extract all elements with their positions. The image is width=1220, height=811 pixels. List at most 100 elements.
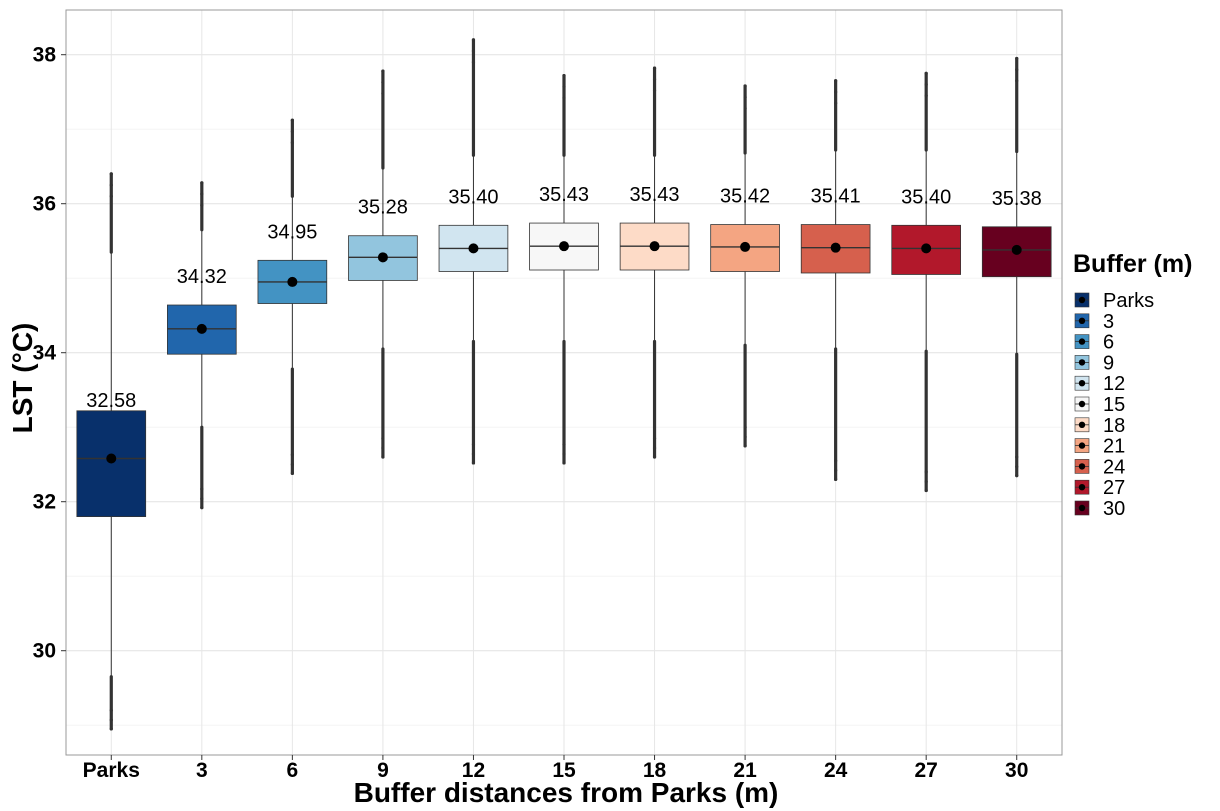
legend-item-15: 15 bbox=[1074, 394, 1125, 416]
x-tick-label: 24 bbox=[824, 759, 848, 782]
outlier-point bbox=[381, 455, 385, 459]
outlier-point bbox=[381, 69, 385, 73]
x-tick-label: Parks bbox=[83, 759, 140, 782]
legend-label: 3 bbox=[1103, 311, 1114, 333]
outlier-point bbox=[471, 461, 476, 465]
mean-label: 32.58 bbox=[86, 390, 136, 412]
mean-point bbox=[1011, 244, 1022, 255]
mean-point bbox=[559, 241, 569, 252]
legend-dot bbox=[1078, 504, 1086, 512]
x-tick-label: 21 bbox=[733, 759, 757, 782]
outlier-point bbox=[109, 183, 113, 187]
legend-item-9: 9 bbox=[1074, 352, 1114, 374]
outlier-point bbox=[924, 488, 928, 493]
legend-label: Parks bbox=[1103, 290, 1154, 312]
outlier-point bbox=[1015, 68, 1019, 72]
outlier-point bbox=[924, 71, 928, 75]
outlier-point bbox=[834, 101, 838, 105]
outlier-point bbox=[381, 436, 385, 440]
legend-label: 9 bbox=[1103, 352, 1114, 374]
y-tick-label: 36 bbox=[33, 193, 56, 216]
outlier-point bbox=[924, 470, 928, 474]
x-tick-label: 30 bbox=[1005, 759, 1028, 782]
outlier-point bbox=[743, 84, 747, 88]
y-tick-label: 32 bbox=[33, 491, 56, 514]
outlier-point bbox=[290, 129, 294, 134]
x-tick-label: 3 bbox=[196, 759, 208, 782]
mean-point bbox=[740, 241, 751, 252]
legend-item-6: 6 bbox=[1074, 332, 1114, 354]
outlier-point bbox=[109, 718, 113, 722]
mean-point bbox=[196, 323, 207, 334]
legend-label: 21 bbox=[1103, 436, 1125, 458]
outlier-point bbox=[109, 172, 113, 176]
legend-label: 12 bbox=[1103, 373, 1125, 395]
outlier-point bbox=[743, 435, 747, 439]
outlier-point bbox=[109, 194, 113, 198]
mean-label: 35.43 bbox=[539, 184, 589, 206]
x-axis-title: Buffer distances from Parks (m) bbox=[354, 777, 779, 808]
mean-label: 35.42 bbox=[720, 186, 770, 208]
legend-label: 18 bbox=[1103, 415, 1125, 437]
outlier-point bbox=[290, 118, 294, 122]
box-series: 32.58 34.32 34.95 35.28 35.40 35.43 35.43 35.42… bbox=[76, 38, 1052, 731]
outlier-point bbox=[471, 442, 476, 446]
box-18: 35.43 bbox=[619, 66, 690, 459]
x-tick-label: 9 bbox=[377, 759, 389, 782]
legend-label: 24 bbox=[1103, 456, 1125, 478]
outlier-point bbox=[200, 497, 204, 501]
mean-point bbox=[468, 243, 479, 254]
mean-point bbox=[106, 453, 117, 464]
legend-dot bbox=[1078, 359, 1086, 366]
box-21: 35.42 bbox=[710, 84, 780, 448]
outlier-point bbox=[1015, 465, 1019, 469]
outlier-point bbox=[743, 106, 747, 110]
mean-label: 35.43 bbox=[630, 184, 680, 206]
legend-label: 6 bbox=[1103, 332, 1114, 354]
mean-point bbox=[377, 252, 388, 263]
outlier-point bbox=[381, 80, 385, 84]
legend-dot bbox=[1078, 317, 1086, 324]
mean-point bbox=[921, 243, 932, 254]
legend-dot bbox=[1078, 463, 1086, 470]
outlier-point bbox=[109, 708, 113, 712]
x-tick-label: 6 bbox=[287, 759, 299, 782]
outlier-point bbox=[834, 459, 838, 463]
outlier-point bbox=[834, 79, 838, 83]
outlier-point bbox=[924, 94, 928, 98]
legend-item-27: 27 bbox=[1074, 477, 1125, 499]
outlier-point bbox=[471, 60, 476, 64]
outlier-point bbox=[834, 90, 838, 94]
legend-item-12: 12 bbox=[1074, 373, 1125, 395]
outlier-point bbox=[652, 436, 657, 440]
mean-label: 35.38 bbox=[992, 188, 1042, 210]
x-tick-label: 27 bbox=[915, 759, 938, 782]
outlier-point bbox=[290, 141, 294, 145]
y-axis-title: LST (°C) bbox=[7, 323, 38, 434]
box-body bbox=[76, 410, 147, 517]
mean-label: 35.40 bbox=[448, 186, 498, 208]
box-15: 35.43 bbox=[529, 73, 599, 465]
outlier-point bbox=[471, 452, 476, 456]
x-tick-label: 15 bbox=[552, 759, 576, 782]
y-tick-label: 34 bbox=[33, 342, 57, 365]
legend-item-21: 21 bbox=[1074, 436, 1125, 458]
mean-point bbox=[287, 276, 298, 287]
outlier-point bbox=[562, 461, 566, 465]
outlier-point bbox=[652, 88, 657, 93]
outlier-point bbox=[743, 444, 747, 448]
outlier-point bbox=[652, 446, 657, 450]
outlier-point bbox=[743, 425, 747, 429]
outlier-point bbox=[652, 77, 657, 81]
legend-item-Parks: Parks bbox=[1074, 290, 1154, 312]
outlier-point bbox=[200, 203, 204, 207]
outlier-point bbox=[562, 452, 566, 456]
x-tick-label: 18 bbox=[643, 759, 667, 782]
legend-dot bbox=[1078, 484, 1086, 491]
legend-dot bbox=[1078, 338, 1086, 345]
mean-point bbox=[649, 241, 660, 252]
outlier-point bbox=[109, 727, 113, 731]
outlier-point bbox=[200, 181, 204, 185]
